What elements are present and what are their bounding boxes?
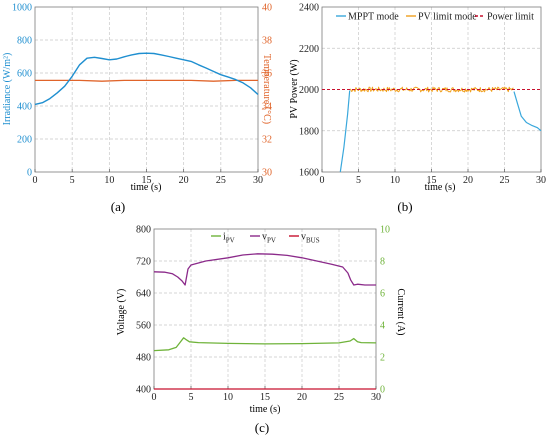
y-right-tick-label: 36 [262,69,272,80]
x-tick-label: 25 [216,175,226,186]
legend-label: MPPT mode [348,12,399,23]
y-tick-label: 400 [136,385,151,396]
vpv-line [153,253,376,286]
y-tick-label: 800 [17,36,32,47]
y-tick-label: 1600 [299,168,319,179]
x-tick-label: 10 [104,175,114,186]
x-tick-label: 25 [334,392,344,403]
chart-c-xlabel: time (s) [250,404,281,415]
y-right-tick-label: 8 [380,257,385,268]
y-tick-label: 640 [136,289,151,300]
legend-item: iPV [211,232,235,245]
x-tick-label: 5 [70,175,75,186]
x-tick-label: 0 [33,175,38,186]
chart-a-ylabel-right: Temperature (°C) [261,54,272,124]
y-right-tick-label: 2 [380,353,385,364]
chart-b-ylabel: PV Power (W) [289,59,300,118]
x-tick-label: 30 [253,175,263,186]
temperature-line [35,79,258,82]
x-tick-label: 5 [189,392,194,403]
x-tick-label: 10 [390,175,400,186]
legend-label: vPV [262,232,276,245]
y-tick-label: 1800 [299,126,319,137]
x-tick-label: 15 [260,392,270,403]
irradiance-line [34,52,259,106]
chart-b-xlabel: time (s) [425,182,456,193]
x-tick-label: 20 [297,392,307,403]
ipv-line [153,337,377,352]
y-tick-label: 1000 [12,3,32,14]
y-tick-label: 480 [136,353,151,364]
legend-item: PV limit mode [406,12,477,23]
y-tick-label: 400 [17,102,32,113]
chart-c-caption: (c) [255,420,269,435]
chart-a: Irradiance (W/m²) Temperature (°C) time … [2,3,272,215]
y-right-tick-label: 34 [262,102,272,113]
chart-a-caption: (a) [111,199,125,214]
x-tick-label: 20 [463,175,473,186]
chart-c-ylabel-right: Current (A) [395,289,406,336]
chart-a-ylabel-left: Irradiance (W/m²) [2,53,13,126]
y-right-tick-label: 6 [380,289,385,300]
legend-label: PV limit mode [418,12,477,23]
chart-b: PV Power (W) time (s) (b) 0 5 10 15 20 25 30 16… [289,3,546,215]
mppt-line [339,90,351,173]
mppt-line-end [513,91,542,132]
y-right-tick-label: 0 [380,385,385,396]
x-tick-label: 0 [320,175,325,186]
legend-label: vBUS [301,232,320,245]
x-tick-label: 30 [536,175,546,186]
y-tick-label: 560 [136,321,151,332]
legend-item: MPPT mode [336,12,399,23]
y-tick-label: 0 [27,168,32,179]
pv-limit-line [349,86,514,93]
x-tick-label: 15 [142,175,152,186]
legend-item: vBUS [289,232,320,245]
y-right-tick-label: 10 [380,225,390,236]
legend-item: vPV [250,232,276,245]
y-tick-label: 2000 [299,85,319,96]
y-tick-label: 800 [136,225,151,236]
y-tick-label: 720 [136,257,151,268]
legend-label: Power limit [487,12,534,23]
legend-label: iPV [223,232,235,245]
chart-b-caption: (b) [397,199,412,214]
y-right-tick-label: 32 [262,135,272,146]
y-tick-label: 2400 [299,3,319,14]
y-tick-label: 2200 [299,44,319,55]
legend: iPV vPV vBUS [211,232,320,245]
y-right-tick-label: 30 [262,168,272,179]
legend-item: Power limit [475,12,534,23]
legend: MPPT mode PV limit mode Power limit [336,12,534,23]
chart-c: Voltage (V) Current (A) time (s) (c) 0 5 1… [116,225,406,436]
x-tick-label: 5 [356,175,361,186]
x-tick-label: 30 [371,392,381,403]
chart-a-xlabel: time (s) [131,182,162,193]
x-tick-label: 25 [500,175,510,186]
y-tick-label: 200 [17,135,32,146]
x-tick-label: 15 [427,175,437,186]
x-tick-label: 10 [223,392,233,403]
x-tick-label: 20 [179,175,189,186]
x-tick-label: 0 [152,392,157,403]
chart-c-ylabel-left: Voltage (V) [116,289,127,336]
y-right-tick-label: 4 [380,321,385,332]
y-right-tick-label: 40 [262,3,272,14]
y-right-tick-label: 38 [262,36,272,47]
y-tick-label: 600 [17,69,32,80]
